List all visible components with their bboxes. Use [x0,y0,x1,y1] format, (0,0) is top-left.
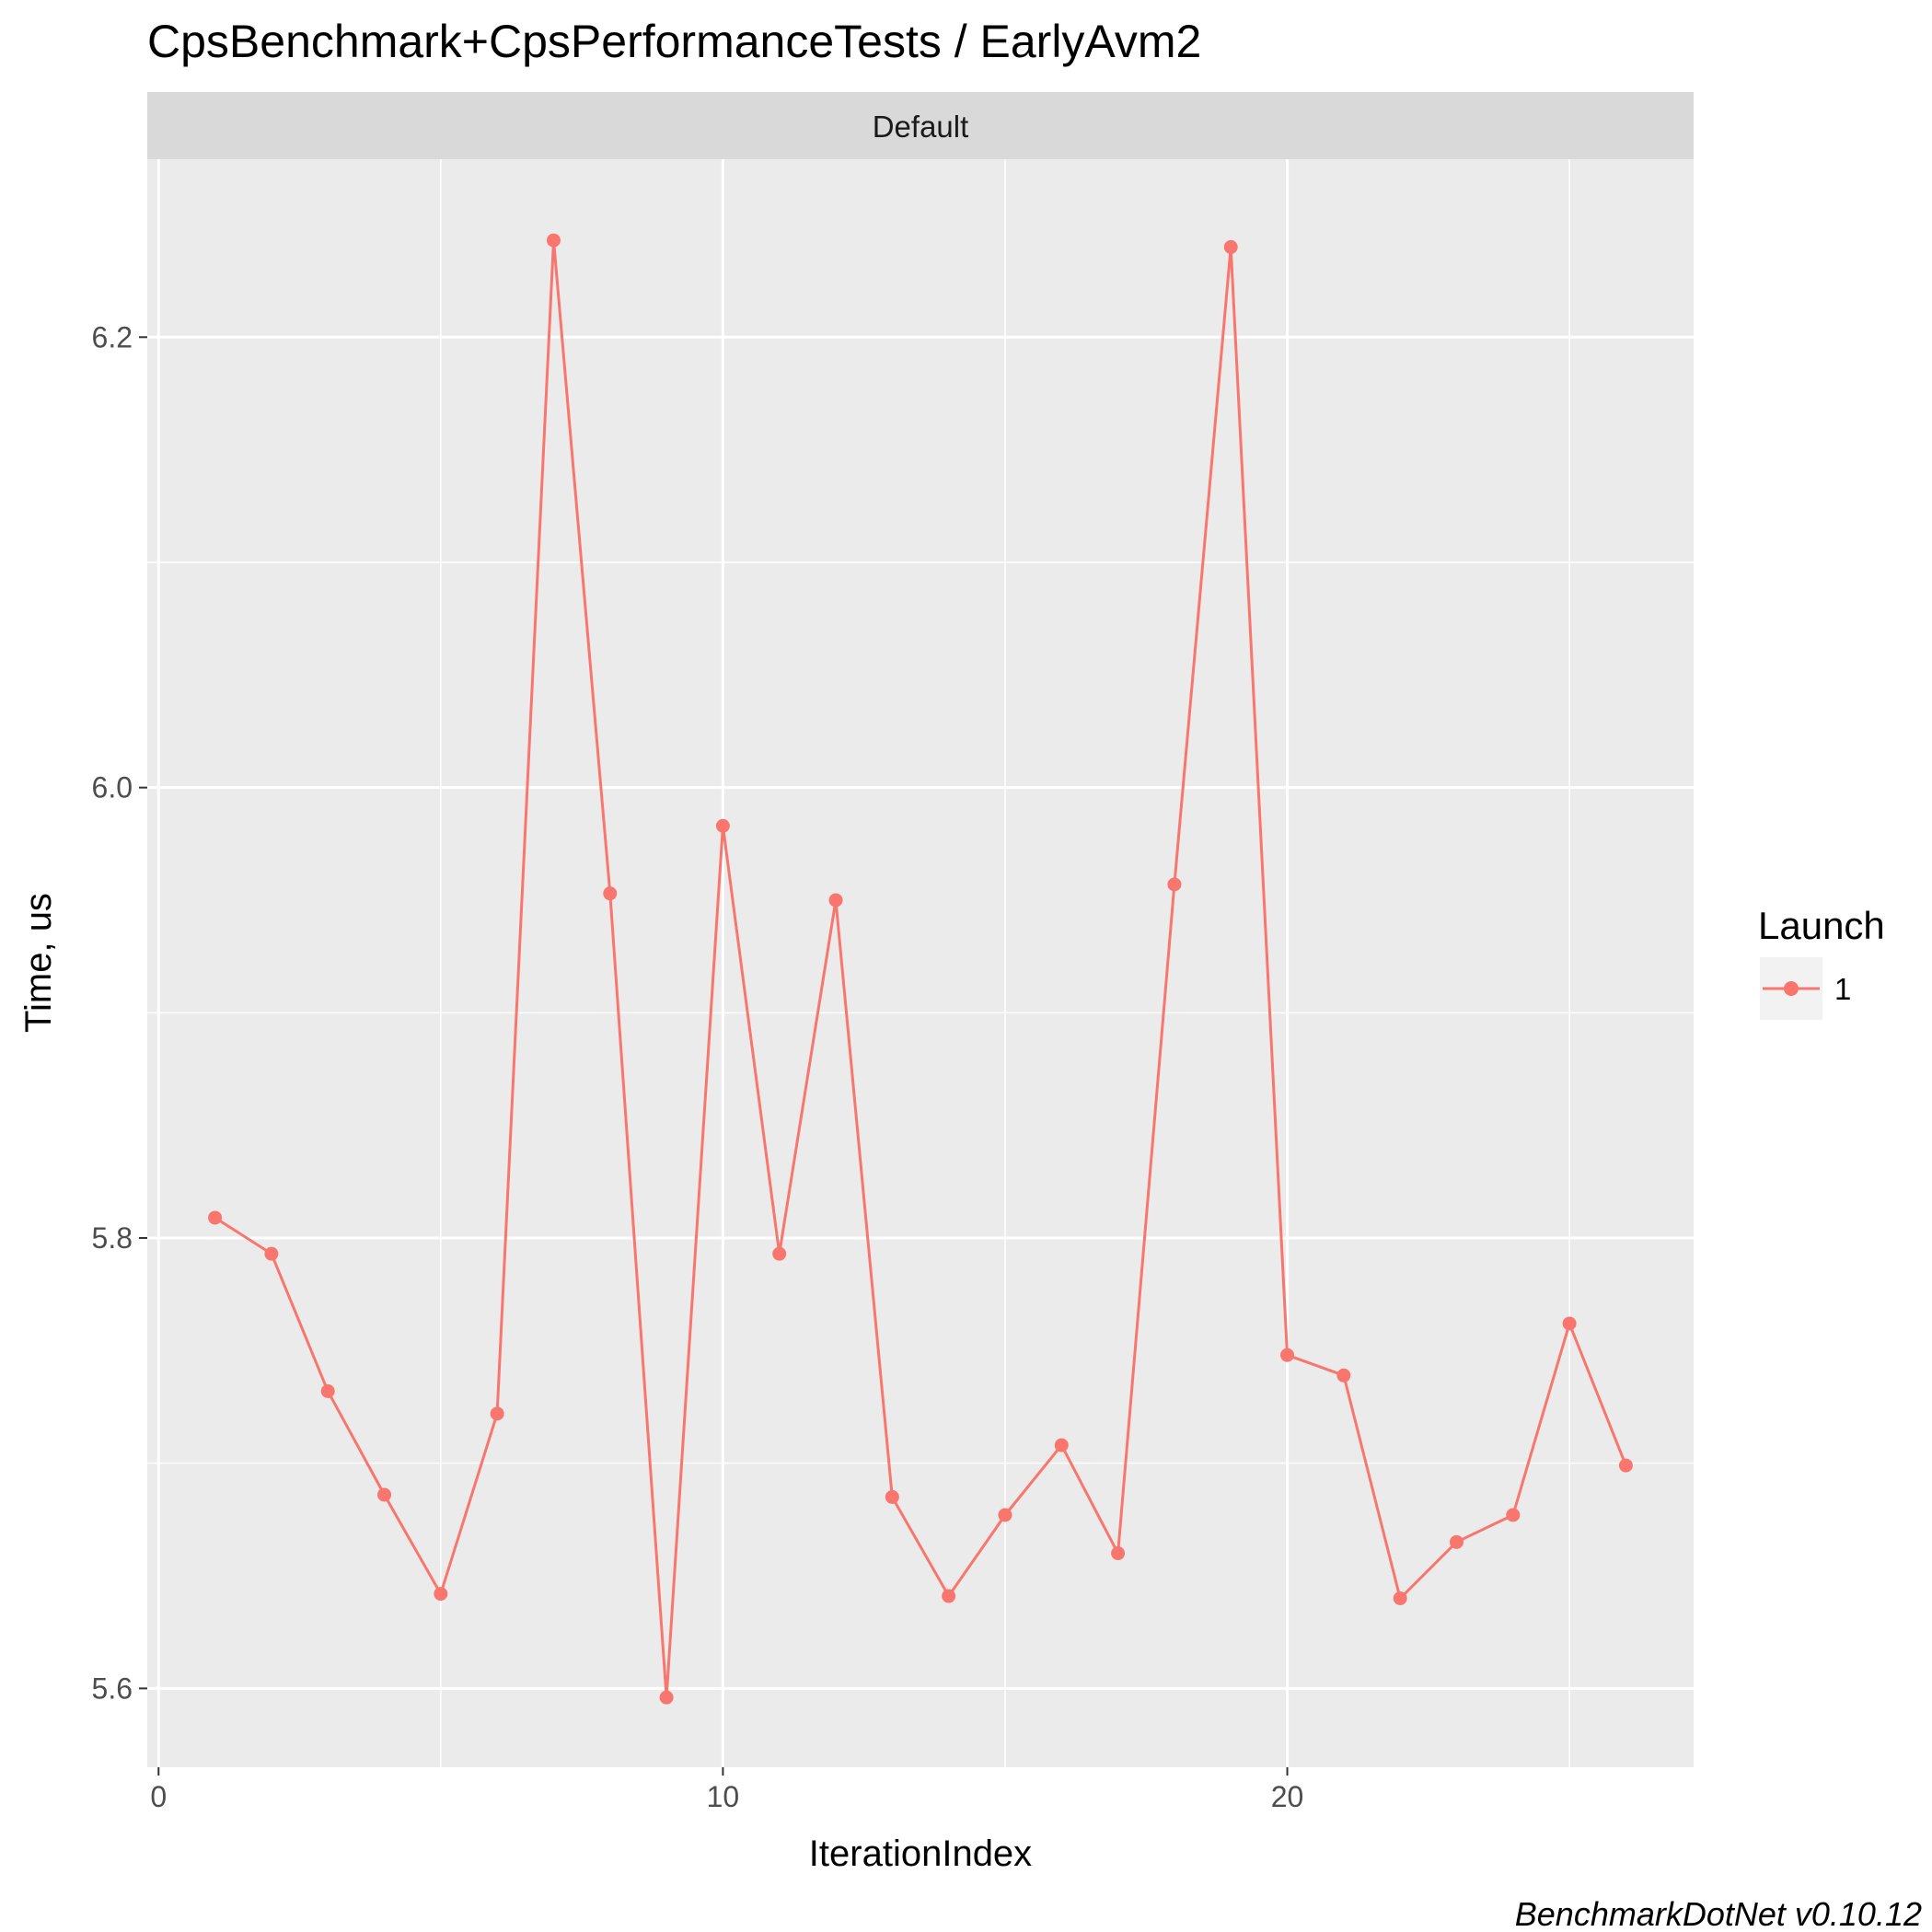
data-point [1111,1546,1126,1561]
data-point [998,1508,1012,1522]
data-point [1336,1368,1351,1382]
data-point [885,1489,899,1504]
data-point [715,818,730,833]
data-point [603,886,618,901]
y-axis-title: Time, us [18,893,59,1033]
data-point [1054,1438,1069,1452]
data-point [1618,1458,1633,1473]
major-gridlines [147,159,1694,1767]
y-tick-label: 6.0 [92,771,133,804]
y-tick-label: 5.8 [92,1221,133,1255]
legend-title: Launch [1758,904,1885,947]
y-tick-label: 5.6 [92,1672,133,1705]
series-layer [208,233,1633,1705]
facet-label: Default [873,110,969,144]
data-point [659,1690,674,1705]
minor-gridlines [147,159,1694,1767]
x-axis: 0 10 20 [150,1767,1303,1813]
legend: Launch 1 [1758,904,1885,1020]
x-tick-label: 20 [1271,1780,1304,1813]
chart-title: CpsBenchmark+CpsPerformanceTests / Early… [147,16,1201,67]
data-point [1562,1316,1577,1331]
data-point [1223,239,1238,254]
legend-label: 1 [1834,972,1851,1006]
data-point [208,1210,223,1225]
legend-key-point [1784,981,1799,996]
y-axis: 5.6 5.8 6.0 6.2 [92,320,147,1705]
x-tick-label: 0 [150,1780,167,1813]
data-point [1449,1534,1463,1549]
data-point [1167,877,1182,892]
data-point [546,233,561,248]
data-point [1393,1591,1407,1605]
data-point [1280,1348,1295,1362]
plot-panel [147,159,1694,1767]
data-point [1506,1508,1521,1522]
caption: BenchmarkDotNet v0.10.12 [1515,1895,1922,1932]
data-point [828,893,843,908]
x-axis-title: IterationIndex [809,1834,1032,1874]
data-point [320,1383,335,1398]
data-point [490,1406,504,1421]
data-point [264,1246,279,1261]
series-line [214,238,1627,1699]
data-point [377,1487,392,1502]
facet-strip [147,92,1694,159]
data-point [772,1246,787,1261]
y-tick-label: 6.2 [92,320,133,353]
x-tick-label: 10 [707,1780,740,1813]
data-point [434,1587,448,1602]
data-point [942,1589,956,1603]
